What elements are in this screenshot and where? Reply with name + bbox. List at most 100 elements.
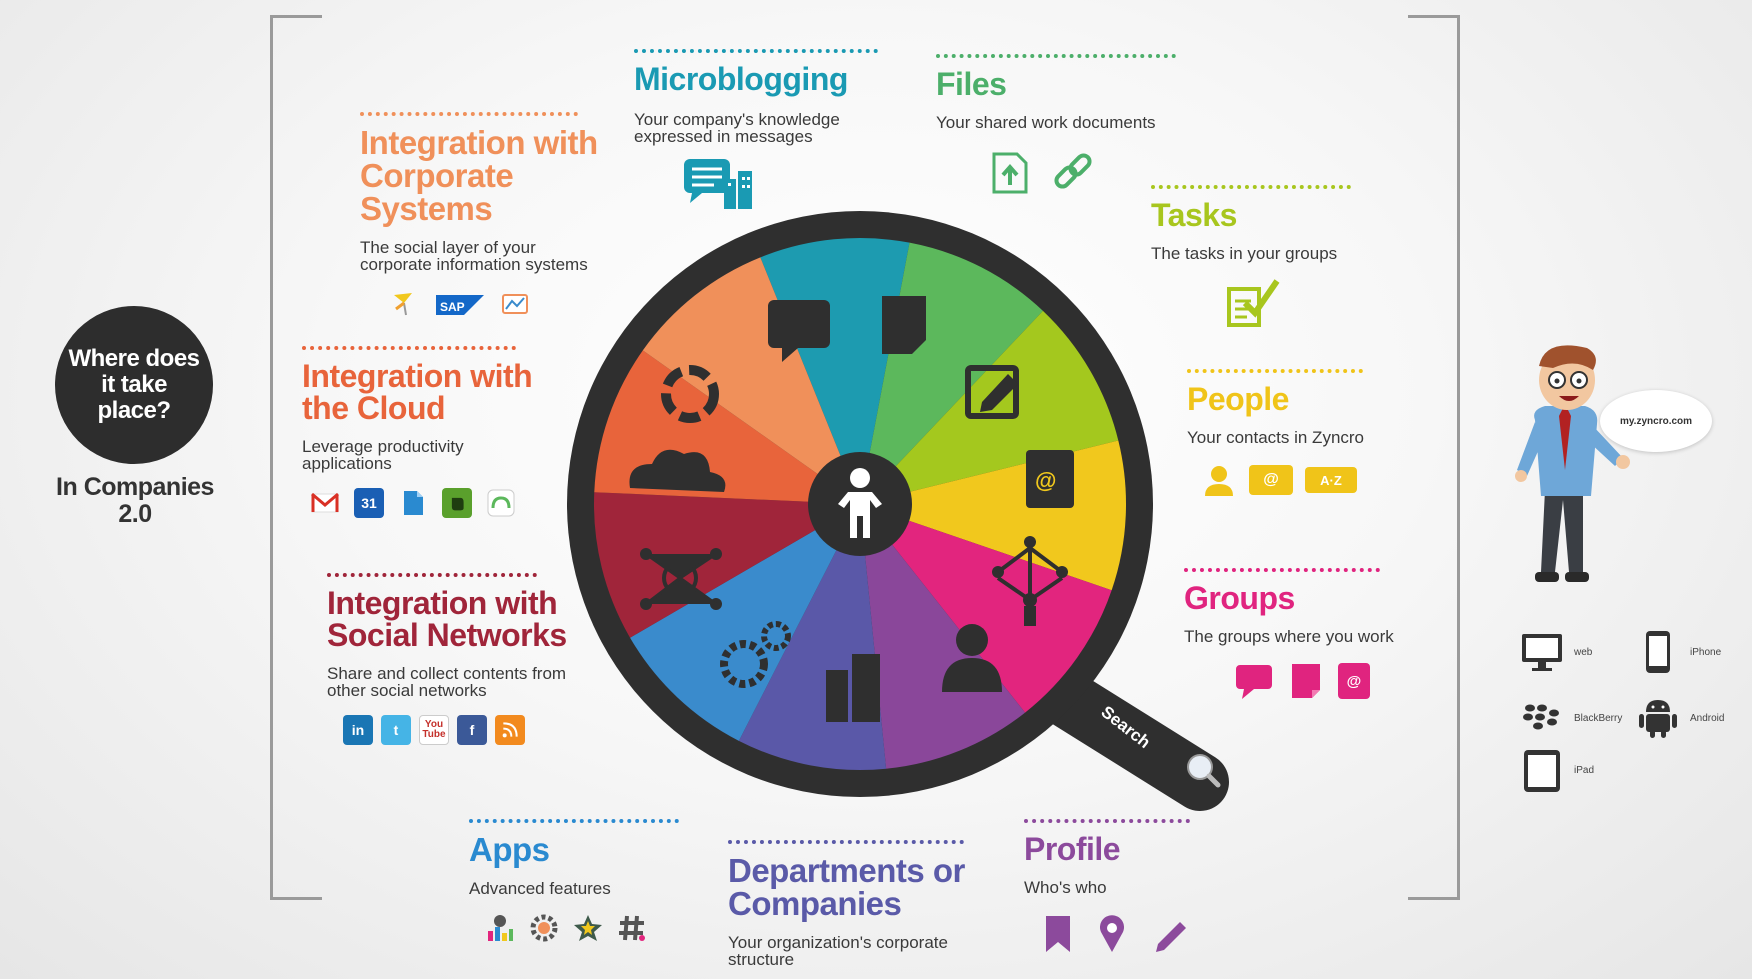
files-icons xyxy=(991,151,1196,195)
section-profile: Profile Who's who xyxy=(1024,819,1214,954)
section-social: Integration with Social Networks Share a… xyxy=(327,573,587,745)
section-divider xyxy=(1024,819,1190,823)
section-title: Microblogging xyxy=(634,61,848,97)
android-icon xyxy=(1639,700,1677,738)
device-web: web xyxy=(1520,630,1592,674)
section-desc: Your shared work documents xyxy=(936,113,1156,132)
group-network-icon xyxy=(992,536,1068,626)
group-contacts-icon: @ xyxy=(1338,663,1370,699)
wheel-graphic: Search @ xyxy=(567,211,1229,811)
groups-icons: @ xyxy=(1234,661,1414,701)
apps-icons xyxy=(485,913,689,943)
magnifier-icon xyxy=(1187,754,1221,788)
speech-bubble: my.zyncro.com xyxy=(1600,390,1712,452)
task-check-icon xyxy=(1225,277,1281,329)
sap-icon: SAP xyxy=(434,289,486,319)
location-pin-icon xyxy=(1098,914,1126,954)
evernote-icon xyxy=(442,488,472,518)
sync-cloud-icon xyxy=(486,488,516,518)
monitor-icon xyxy=(1522,634,1562,671)
device-blackberry: BlackBerry xyxy=(1520,696,1622,740)
wheel-slice xyxy=(630,504,860,741)
section-files: Files Your shared work documents xyxy=(936,54,1196,195)
section-corporate: Integration with Corporate Systems The s… xyxy=(360,112,610,319)
calendar-date: 31 xyxy=(361,495,377,511)
star-icon xyxy=(573,913,603,943)
section-desc: Your company's knowledge expressed in me… xyxy=(634,110,840,146)
svg-text:@: @ xyxy=(1035,468,1056,493)
device-android: Android xyxy=(1636,696,1724,740)
hashtag-icon xyxy=(617,913,647,943)
group-file-icon xyxy=(1290,662,1322,700)
section-divider xyxy=(469,819,679,823)
crystal-icon xyxy=(390,289,420,319)
speech-text: my.zyncro.com xyxy=(1619,415,1693,427)
youtube-icon: You Tube xyxy=(419,715,449,745)
section-desc: Advanced features xyxy=(469,879,611,898)
stats-icon xyxy=(485,913,515,943)
section-apps: Apps Advanced features xyxy=(469,819,689,943)
section-divider xyxy=(1187,369,1363,373)
section-desc: The tasks in your groups xyxy=(1151,244,1338,263)
chart-icon xyxy=(500,289,530,319)
search-wheel: Search @ xyxy=(560,202,1260,822)
section-title: Integration with the Cloud xyxy=(302,358,533,426)
settings-gear-icon xyxy=(529,913,559,943)
phone-icon xyxy=(1646,631,1670,673)
left-bracket xyxy=(270,15,322,900)
bookmark-icon xyxy=(1044,914,1072,954)
section-divider xyxy=(1151,185,1351,189)
people-icons: @ A·Z xyxy=(1201,462,1377,498)
sync-arrows-icon xyxy=(661,365,719,423)
cloud-icons: 31 xyxy=(310,488,552,518)
section-divider xyxy=(728,840,964,844)
profile-silhouette-icon xyxy=(942,624,1002,692)
calendar-icon: 31 xyxy=(354,488,384,518)
device-label: BlackBerry xyxy=(1574,712,1623,724)
section-divider xyxy=(1184,568,1380,572)
linkedin-icon: in xyxy=(343,715,373,745)
section-divider xyxy=(634,49,878,53)
section-title: Profile xyxy=(1024,831,1121,867)
contact-icon xyxy=(1201,462,1237,498)
section-cloud: Integration with the Cloud Leverage prod… xyxy=(302,346,552,518)
blackberry-icon xyxy=(1523,704,1559,730)
section-groups: Groups The groups where you work @ xyxy=(1184,568,1414,701)
right-bracket xyxy=(1408,15,1460,900)
section-title: Integration with Corporate Systems xyxy=(360,124,598,227)
section-divider xyxy=(360,112,578,116)
wheel-slice xyxy=(642,257,860,504)
cloud-tools-icon xyxy=(629,449,726,492)
gmail-icon xyxy=(310,488,340,518)
section-desc: The social layer of your corporate infor… xyxy=(360,238,588,274)
section-desc: The groups where you work xyxy=(1184,627,1394,646)
section-title: Integration with Social Networks xyxy=(327,585,567,653)
section-departments: Departments or Companies Your organizati… xyxy=(728,840,988,968)
section-divider xyxy=(302,346,516,350)
rss-icon xyxy=(495,715,525,745)
section-title: Apps xyxy=(469,831,550,868)
section-title: Groups xyxy=(1184,580,1295,616)
gears-icon xyxy=(720,621,791,688)
twitter-icon: t xyxy=(381,715,411,745)
device-iphone: iPhone xyxy=(1636,630,1721,674)
section-title: Files xyxy=(936,66,1007,102)
section-microblogging: Microblogging Your company's knowledge e… xyxy=(634,49,884,209)
section-divider xyxy=(327,573,537,577)
microblog-icon xyxy=(684,157,760,211)
corporate-icons: SAP xyxy=(390,289,610,319)
pencil-icon xyxy=(1152,914,1192,954)
tablet-icon xyxy=(1524,750,1560,792)
section-desc: Who's who xyxy=(1024,878,1107,897)
device-label: Android xyxy=(1690,712,1725,724)
section-tasks: Tasks The tasks in your groups xyxy=(1151,185,1371,327)
device-label: iPhone xyxy=(1690,646,1722,658)
device-ipad: iPad xyxy=(1520,748,1594,792)
social-icons: in t You Tube f xyxy=(343,715,587,745)
section-desc: Leverage productivity applications xyxy=(302,437,464,473)
where-circle: Where does it take place? xyxy=(55,306,213,464)
section-desc: Your contacts in Zyncro xyxy=(1187,428,1365,447)
docs-icon xyxy=(398,488,428,518)
social-network-icon xyxy=(640,548,722,610)
az-icon: A·Z xyxy=(1305,467,1357,493)
